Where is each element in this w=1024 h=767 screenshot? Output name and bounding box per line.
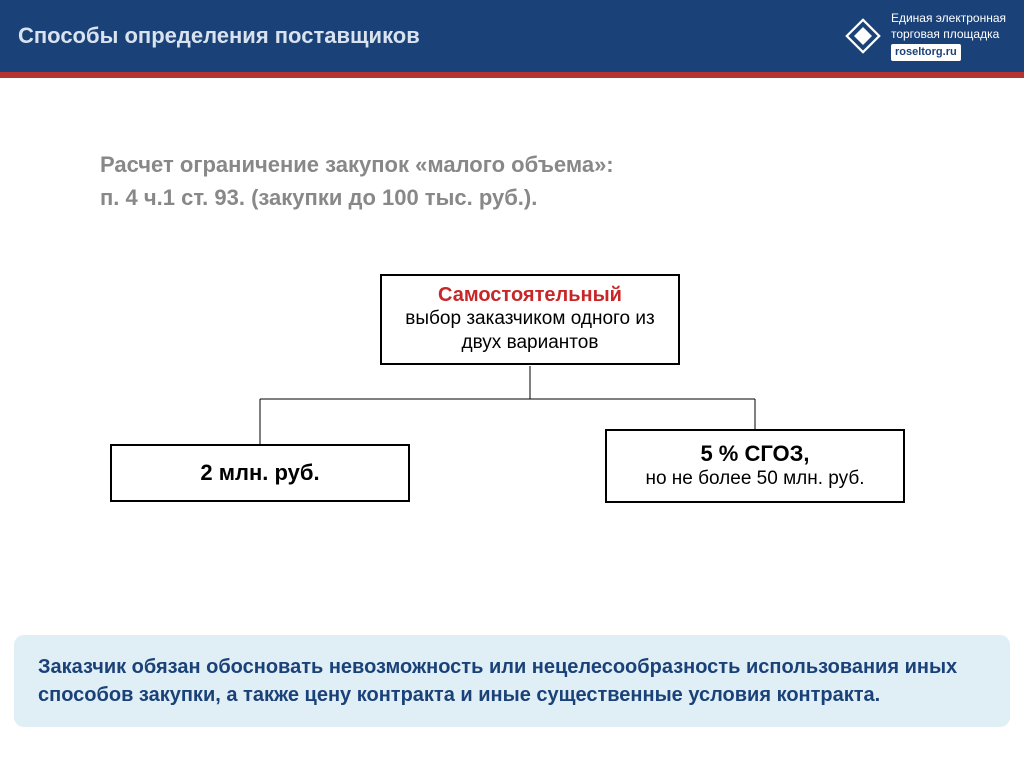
node-root: Самостоятельный выбор заказчиком одного … xyxy=(380,274,680,365)
subtitle-line1: Расчет ограничение закупок «малого объем… xyxy=(100,148,924,181)
diagram: Самостоятельный выбор заказчиком одного … xyxy=(100,274,920,554)
logo-line1: Единая электронная xyxy=(891,11,1006,27)
logo-line2: торговая площадка xyxy=(891,27,1006,43)
node-option-1-title: 2 млн. руб. xyxy=(122,460,398,486)
content: Расчет ограничение закупок «малого объем… xyxy=(0,78,1024,554)
logo-text: Единая электронная торговая площадка ros… xyxy=(891,11,1006,60)
node-option-2-title: 5 % СГОЗ, xyxy=(617,441,893,467)
node-root-title: Самостоятельный xyxy=(396,284,664,307)
header: Способы определения поставщиков Единая э… xyxy=(0,0,1024,78)
footer-note: Заказчик обязан обосновать невозможность… xyxy=(14,635,1010,727)
page-title: Способы определения поставщиков xyxy=(18,23,420,49)
logo: Единая электронная торговая площадка ros… xyxy=(845,11,1006,60)
diamond-icon xyxy=(845,18,881,54)
node-root-subtitle: выбор заказчиком одного из двух варианто… xyxy=(396,307,664,355)
node-option-1: 2 млн. руб. xyxy=(110,444,410,502)
footer-text: Заказчик обязан обосновать невозможность… xyxy=(38,656,957,706)
node-option-2: 5 % СГОЗ, но не более 50 млн. руб. xyxy=(605,429,905,503)
subtitle-line2: п. 4 ч.1 ст. 93. (закупки до 100 тыс. ру… xyxy=(100,181,924,214)
subtitle: Расчет ограничение закупок «малого объем… xyxy=(100,148,924,214)
node-option-2-subtitle: но не более 50 млн. руб. xyxy=(617,467,893,491)
logo-badge: roseltorg.ru xyxy=(891,44,961,60)
